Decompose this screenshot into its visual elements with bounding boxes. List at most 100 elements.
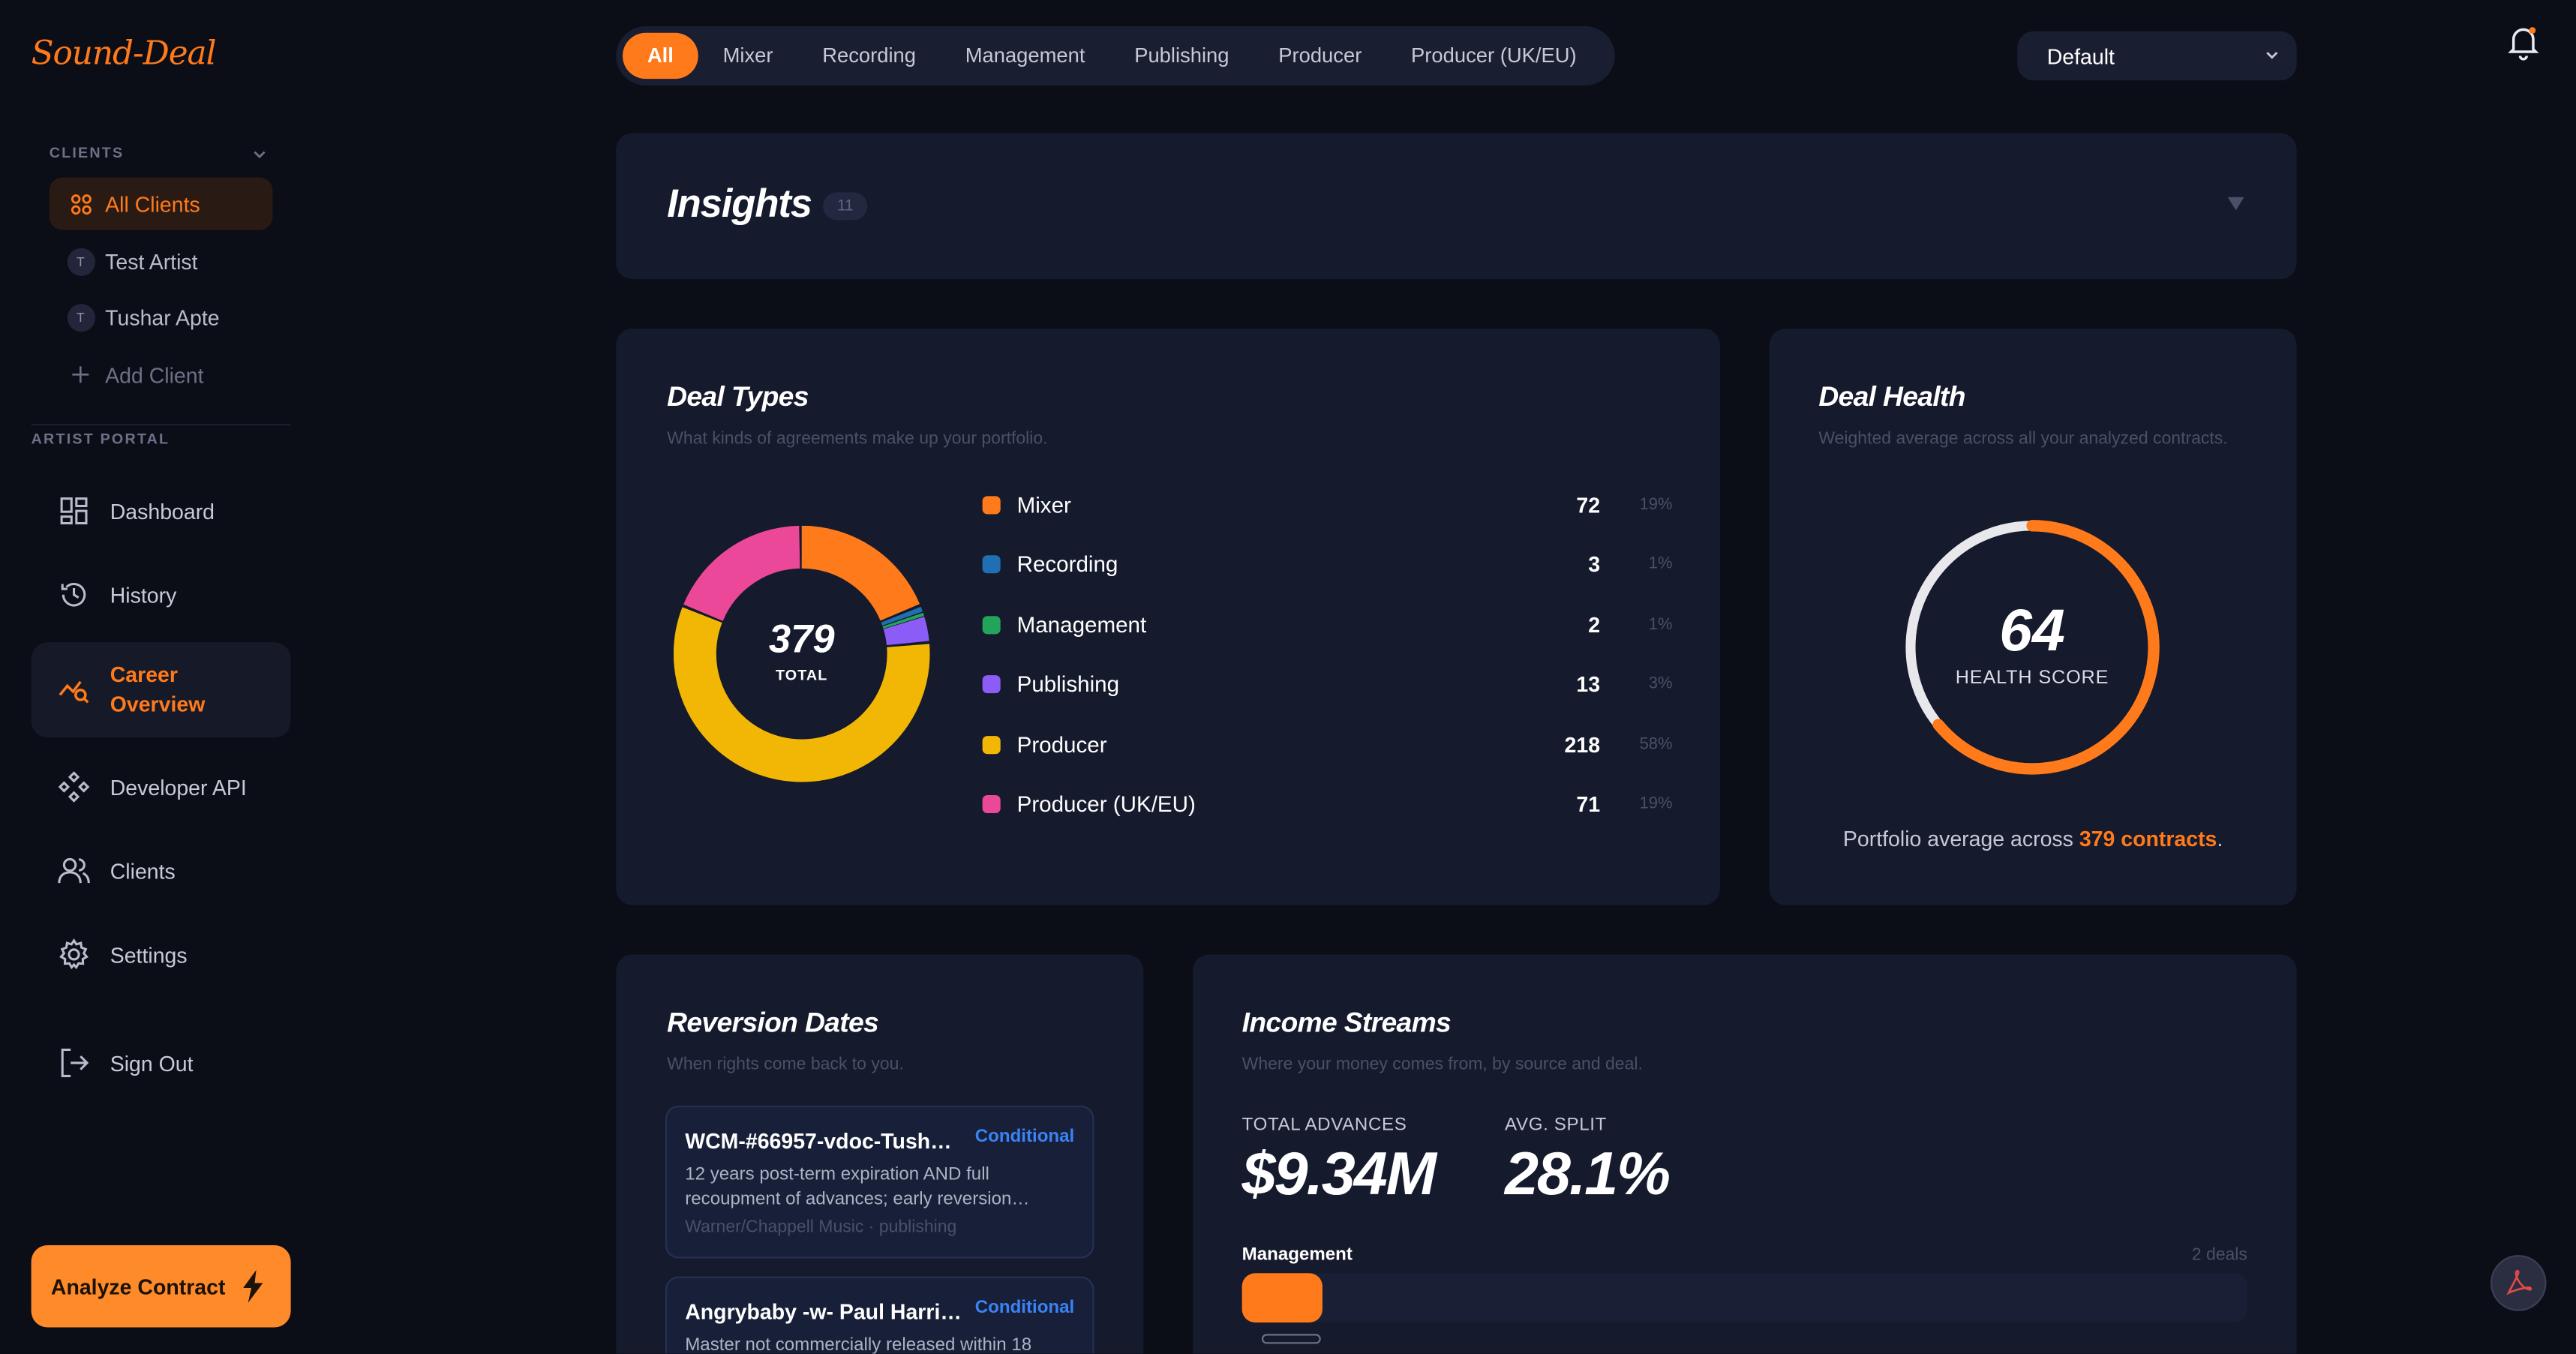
deal-health-subtitle: Weighted average across all your analyze… — [1818, 428, 2228, 449]
client-label: All Clients — [105, 191, 200, 216]
health-score-gauge — [1905, 520, 2160, 775]
legend-item[interactable]: Recording 3 1% — [982, 548, 1672, 581]
deal-health-card: Deal Health Weighted average across all … — [1769, 329, 2297, 905]
caret-down-icon[interactable] — [2226, 196, 2245, 212]
health-footer: Portfolio average across 379 contracts. — [1842, 826, 2223, 851]
legend-item[interactable]: Mixer 72 19% — [982, 488, 1672, 521]
nav-developer-api[interactable]: Developer API — [32, 762, 291, 812]
legend-item[interactable]: Publishing 13 3% — [982, 668, 1673, 701]
reversion-item-name: WCM-#66957-vdoc-Tush… — [685, 1128, 952, 1154]
app-logo[interactable]: Sound-Deal — [31, 32, 217, 73]
analyze-contract-button[interactable]: Analyze Contract — [31, 1245, 291, 1328]
clients-section-label: CLIENTS — [49, 144, 125, 161]
nav-dashboard[interactable]: Dashboard — [32, 486, 291, 536]
reversion-title: Reversion Dates — [667, 1007, 879, 1039]
deal-types-title: Deal Types — [667, 381, 809, 413]
legend-percent: 19% — [1639, 794, 1673, 814]
filter-recording[interactable]: Recording — [822, 44, 916, 68]
grid-icon — [62, 193, 98, 215]
nav-settings[interactable]: Settings — [32, 930, 291, 980]
legend-swatch — [982, 495, 1001, 514]
status-badge: Conditional — [974, 1298, 1075, 1318]
client-test-artist[interactable]: T Test Artist — [50, 235, 273, 287]
filter-publishing[interactable]: Publishing — [1134, 44, 1229, 68]
api-icon — [56, 770, 92, 803]
reversion-item[interactable]: Angrybaby -w- Paul Harri… Conditional Ma… — [665, 1276, 1094, 1354]
insights-title: Insights — [667, 182, 812, 227]
scroll-handle[interactable] — [1261, 1334, 1321, 1344]
legend-count: 13 — [1576, 671, 1601, 697]
deal-type-filter-tabs: All Mixer Recording Management Publishin… — [616, 26, 1615, 86]
filter-producer[interactable]: Producer — [1278, 44, 1362, 68]
reversion-item[interactable]: WCM-#66957-vdoc-Tush… Conditional 12 yea… — [665, 1105, 1094, 1259]
gauge-fill — [1905, 520, 2160, 775]
legend-count: 72 — [1576, 491, 1601, 517]
filter-all[interactable]: All — [623, 32, 698, 80]
divider — [31, 424, 291, 426]
total-advances-label: TOTAL ADVANCES — [1241, 1115, 1407, 1136]
income-bar-label: Management — [1241, 1245, 1353, 1265]
status-badge: Conditional — [974, 1127, 1075, 1147]
reversion-dates-card: Reversion Dates When rights come back to… — [616, 954, 1144, 1354]
client-all-clients[interactable]: All Clients — [49, 177, 273, 230]
health-score-value: 64 — [1999, 596, 2065, 664]
deal-health-title: Deal Health — [1818, 381, 1965, 413]
insights-panel[interactable]: Insights 11 — [616, 133, 2297, 280]
legend-swatch — [982, 794, 1001, 814]
filter-management[interactable]: Management — [965, 44, 1085, 68]
legend-item[interactable]: Producer (UK/EU) 71 19% — [982, 788, 1673, 821]
income-bar-track[interactable] — [1241, 1273, 2247, 1322]
legend-label: Mixer — [1016, 491, 1071, 517]
legend-item[interactable]: Management 2 1% — [982, 608, 1672, 641]
reversion-item-meta: Warner/Chappell Music · publishing — [685, 1217, 957, 1238]
lightning-icon — [242, 1269, 265, 1303]
income-bar-fill — [1241, 1273, 1323, 1322]
legend-percent: 3% — [1648, 675, 1673, 694]
contracts-count-link[interactable]: 379 contracts — [2079, 826, 2217, 851]
avg-split-value: 28.1% — [1505, 1139, 1671, 1208]
legend-swatch — [982, 675, 1001, 694]
legend-count: 71 — [1576, 791, 1601, 817]
nav-clients[interactable]: Clients — [32, 846, 291, 896]
insights-count-badge: 11 — [823, 192, 868, 221]
income-title: Income Streams — [1241, 1007, 1452, 1039]
legend-item[interactable]: Producer 218 58% — [982, 728, 1673, 761]
history-icon — [56, 580, 92, 609]
filter-mixer[interactable]: Mixer — [722, 44, 773, 68]
gear-icon — [56, 938, 92, 971]
plus-icon — [62, 365, 98, 384]
legend-swatch — [982, 555, 1001, 574]
reversion-item-name: Angrybaby -w- Paul Harri… — [685, 1299, 962, 1325]
donut-total: 379 — [768, 617, 835, 662]
income-streams-card: Income Streams Where your money comes fr… — [1192, 954, 2297, 1354]
legend-percent: 58% — [1639, 735, 1673, 754]
donut-slice-producer[interactable] — [673, 525, 930, 782]
nav-career-overview[interactable]: Career Overview — [31, 642, 291, 738]
legend-swatch — [982, 735, 1001, 754]
pdf-icon[interactable] — [2490, 1255, 2547, 1311]
deal-types-subtitle: What kinds of agreements make up your po… — [667, 428, 1048, 449]
nav-history[interactable]: History — [32, 570, 291, 620]
health-score-label: HEALTH SCORE — [1955, 668, 2109, 689]
filter-producer-uk-eu[interactable]: Producer (UK/EU) — [1411, 44, 1577, 68]
sidebar: Sound-Deal CLIENTS All Clients T Test Ar… — [0, 0, 323, 1354]
nav-sign-out[interactable]: Sign Out — [32, 1038, 291, 1088]
legend-label: Publishing — [1016, 671, 1120, 697]
reversion-subtitle: When rights come back to you. — [667, 1054, 904, 1075]
bell-icon[interactable] — [2507, 25, 2540, 61]
donut-center: 379 TOTAL — [736, 617, 867, 683]
sort-select[interactable]: Default — [2017, 31, 2297, 81]
client-label: Test Artist — [105, 248, 198, 274]
deal-types-card: Deal Types What kinds of agreements make… — [616, 329, 1720, 905]
chart-search-icon — [56, 675, 92, 704]
legend-count: 3 — [1588, 551, 1601, 577]
client-tushar-apte[interactable]: T Tushar Apte — [50, 291, 273, 344]
chevron-down-icon[interactable] — [250, 145, 269, 164]
legend-label: Producer (UK/EU) — [1016, 791, 1196, 817]
client-label: Tushar Apte — [105, 305, 220, 330]
donut-total-label: TOTAL — [776, 667, 828, 684]
legend-swatch — [982, 615, 1001, 634]
add-client-button[interactable]: Add Client — [50, 348, 273, 401]
avatar: T — [66, 303, 95, 332]
income-subtitle: Where your money comes from, by source a… — [1241, 1054, 1643, 1075]
